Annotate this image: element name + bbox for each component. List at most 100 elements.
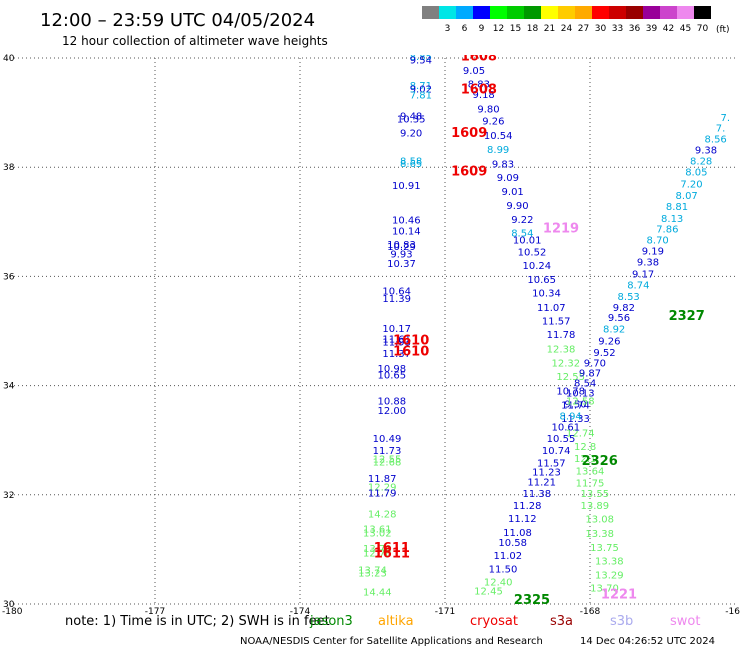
wave-height-point: 9.20 (400, 129, 422, 140)
color-scale-label: 36 (629, 24, 641, 34)
wave-height-point: 11.73 (373, 446, 402, 457)
wave-height-point: 12.74 (566, 428, 595, 439)
wave-height-point: 8.83 (468, 79, 490, 90)
wave-height-point: 9.82 (613, 303, 635, 314)
mission-label: s3a (550, 614, 573, 629)
wave-height-point: 12.29 (368, 482, 397, 493)
wave-height-point: 12.38 (547, 344, 576, 355)
color-scale-swatch (524, 6, 541, 19)
wave-height-point: 9.93 (390, 249, 412, 260)
wave-height-point: 11.78 (547, 330, 576, 341)
wave-height-point: 9.38 (695, 146, 717, 157)
wave-height-point: 9.52 (593, 348, 615, 359)
wave-height-point: 9.05 (463, 66, 485, 77)
wave-height-point: 14.44 (363, 587, 392, 598)
wave-height-point: 8.54 (574, 379, 596, 390)
wave-height-point: 11.28 (513, 501, 542, 512)
color-scale-label: 21 (544, 24, 555, 34)
color-scale-swatch (677, 6, 694, 19)
color-scale-swatch (422, 6, 439, 19)
wave-height-point: 11.39 (382, 294, 411, 305)
wave-height-point: 10.46 (392, 215, 421, 226)
color-scale-swatch (507, 6, 524, 19)
wave-height-point: 10.64 (382, 286, 411, 297)
wave-height-point: 8.54 (511, 229, 533, 240)
wave-height-point: 9.17 (632, 269, 654, 280)
wave-height-point: 10.14 (392, 226, 421, 237)
wave-height-point: 8.53 (618, 292, 640, 303)
pass-label: 1608 (461, 50, 497, 65)
wave-height-point: 11.93 (382, 338, 411, 349)
chart-title: 12:00 – 23:59 UTC 04/05/2024 (40, 10, 315, 31)
wave-height-point: 10.01 (513, 236, 542, 247)
color-scale-label: 18 (527, 24, 539, 34)
wave-height-point: 11.07 (537, 303, 566, 314)
color-scale-label: 3 (445, 24, 451, 34)
color-scale-label: 12 (493, 24, 504, 34)
x-tick-label: -180 (2, 607, 23, 617)
wave-height-point: 10.58 (498, 538, 527, 549)
note-text: note: 1) Time is in UTC; 2) SWH is in fe… (65, 614, 330, 629)
wave-height-point: 8.65 (400, 159, 422, 170)
y-tick-label: 36 (3, 272, 15, 282)
wave-height-point: 10.13 (566, 389, 595, 400)
color-scale-label: 70 (697, 24, 709, 34)
pass-label: 1608 (461, 82, 497, 97)
color-scale-label: 6 (462, 24, 468, 34)
mission-legend: jason3 altika cryosat s3a s3b swot (309, 614, 700, 629)
color-scale-swatch (439, 6, 456, 19)
pass-label: 2326 (582, 454, 618, 469)
pass-label: 1221 (601, 588, 637, 603)
color-scale-label: 33 (612, 24, 623, 34)
wave-height-point: 7.81 (410, 90, 432, 101)
wave-height-point: 9.09 (497, 173, 519, 184)
wave-height-point: 11.21 (527, 478, 556, 489)
color-scale-swatch (592, 6, 609, 19)
wave-height-point: 10.34 (532, 289, 561, 300)
color-scale-label: 45 (680, 24, 691, 34)
color-scale-swatch (609, 6, 626, 19)
wave-height-point: 12.00 (378, 406, 407, 417)
wave-height-point: 13.70 (590, 583, 619, 594)
mission-label: cryosat (470, 614, 518, 629)
wave-height-point: 12.40 (484, 577, 513, 588)
wave-height-point: 8.05 (685, 167, 707, 178)
wave-height-point: 12.55 (373, 455, 402, 466)
mission-label: altika (378, 614, 414, 629)
wave-height-point: 12.32 (552, 358, 581, 369)
wave-height-point: 8.74 (627, 280, 649, 291)
wave-height-point: 11.23 (532, 468, 561, 479)
wave-height-point: 12.58 (566, 397, 595, 408)
wave-height-point: 11.74 (561, 401, 590, 412)
y-tick-label: 38 (3, 163, 15, 173)
axes: -180 -177 -174 -171 -168 -16 30 32 34 36 38 40 (2, 54, 740, 617)
wave-height-point: 9.90 (506, 201, 528, 212)
wave-height-point: 13.08 (585, 515, 614, 526)
color-scale-swatch (456, 6, 473, 19)
wave-height-point: 10.24 (523, 261, 552, 272)
wave-height-point: 8.71 (410, 81, 432, 92)
wave-height-point: 10.83 (387, 240, 416, 251)
wave-height-point: 10.17 (382, 324, 411, 335)
wave-height-point: 8.70 (647, 236, 669, 247)
wave-height-point: 13.02 (363, 528, 392, 539)
y-tick-label: 34 (3, 382, 15, 392)
color-scale-label: 9 (479, 24, 485, 34)
wave-height-point: 8.58 (400, 156, 422, 167)
mission-label: swot (670, 614, 700, 629)
wave-height-point: 9.01 (502, 187, 524, 198)
wave-height-point: 9.54 (410, 55, 432, 66)
wave-height-point: 10.49 (373, 434, 402, 445)
wave-height-point: 9.50 (564, 399, 586, 410)
wave-height-point: 10.37 (387, 259, 416, 270)
wave-height-point: 11.33 (561, 414, 590, 425)
wave-height-point: 11.02 (494, 551, 523, 562)
wave-height-point: 12.55 (556, 372, 585, 383)
color-scale-swatch (541, 6, 558, 19)
wave-height-point: 8.13 (661, 214, 683, 225)
pass-label: 2327 (669, 309, 705, 324)
wave-height-point: 10.29 (387, 242, 416, 253)
